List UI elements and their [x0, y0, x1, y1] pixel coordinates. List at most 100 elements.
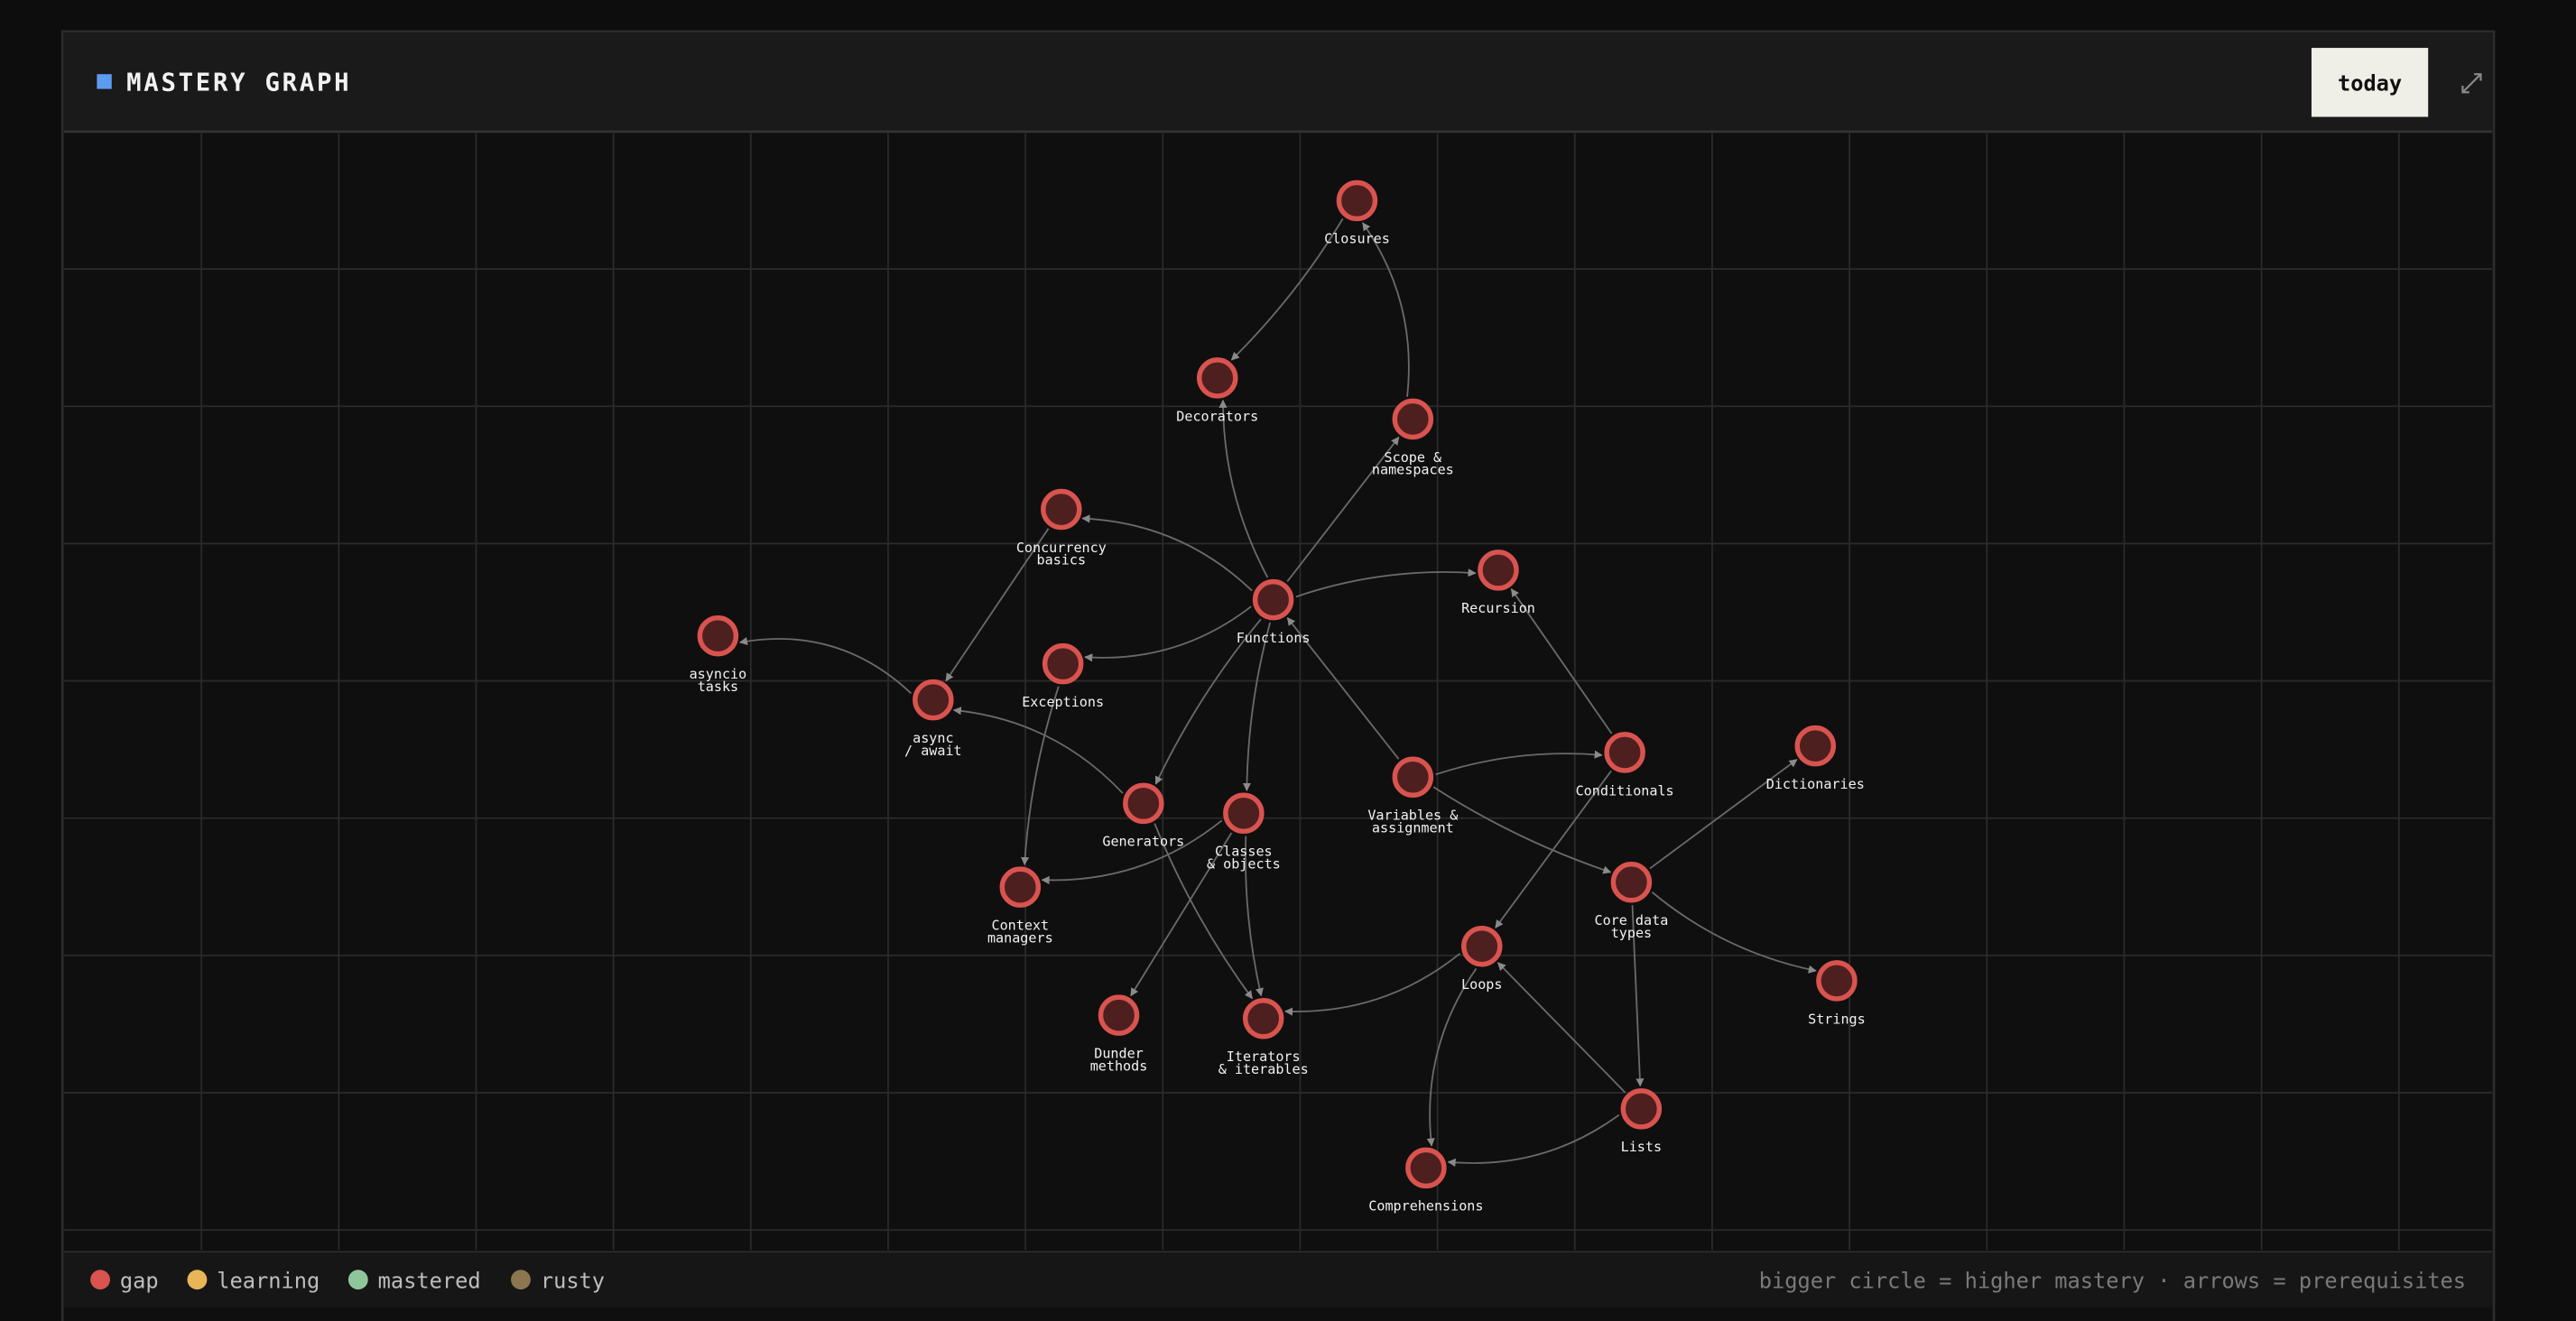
- node-label: & iterables: [1219, 1061, 1309, 1077]
- prerequisite-arrow: [1649, 759, 1798, 870]
- node-circle: [1252, 578, 1294, 621]
- prerequisite-arrow: [1230, 217, 1344, 361]
- node-label: assignment: [1372, 819, 1454, 836]
- prerequisite-arrow: [1432, 786, 1612, 874]
- node-label: Strings: [1808, 1011, 1866, 1027]
- node-circle: [1392, 398, 1434, 440]
- legend: gap learning mastered rusty: [90, 1268, 605, 1293]
- node-label: Conditionals: [1576, 782, 1674, 799]
- prerequisite-arrow: [1435, 750, 1603, 776]
- node-label: Dictionaries: [1766, 776, 1865, 792]
- node-circle: [1610, 861, 1653, 903]
- legend-swatch: [511, 1270, 531, 1290]
- prerequisite-arrow: [738, 637, 913, 695]
- node-label: namespaces: [1372, 462, 1454, 478]
- node-label: Context: [992, 918, 1050, 934]
- legend-swatch: [187, 1270, 208, 1290]
- header-title: MASTERY GRAPH: [126, 69, 351, 97]
- prerequisite-arrow: [1154, 823, 1254, 1000]
- node-label: basics: [1037, 552, 1087, 568]
- node-circle: [1604, 732, 1645, 773]
- node-label: Core data: [1595, 912, 1669, 928]
- today-button-label[interactable]: today: [2338, 70, 2402, 96]
- legend-label: learning: [217, 1268, 320, 1293]
- node-label: Variables &: [1367, 808, 1458, 824]
- edges: [738, 217, 1817, 1167]
- node-circle: [1405, 1147, 1447, 1189]
- expand-icon[interactable]: [2461, 73, 2482, 94]
- node-label: Lists: [1621, 1139, 1662, 1155]
- legend-swatch: [347, 1270, 368, 1290]
- node-label: Functions: [1237, 630, 1311, 646]
- prerequisite-arrow: [1219, 399, 1269, 578]
- title-icon: [97, 74, 112, 89]
- node-circle: [1223, 792, 1265, 835]
- node-label: Scope &: [1385, 449, 1442, 466]
- node-label: Comprehensions: [1368, 1198, 1483, 1215]
- legend-swatch: [90, 1270, 110, 1290]
- prerequisite-arrow: [1447, 1113, 1620, 1167]
- node-label: managers: [987, 929, 1053, 946]
- node-circle: [1042, 642, 1084, 685]
- prerequisite-arrow: [1283, 953, 1461, 1016]
- prerequisite-arrow: [1154, 618, 1262, 785]
- node-circle: [1392, 756, 1434, 798]
- legend-note: bigger circle = higher mastery · arrows …: [1759, 1268, 2466, 1293]
- prerequisite-arrow: [1362, 222, 1410, 397]
- node-label: Closures: [1324, 231, 1390, 247]
- today-button[interactable]: [2311, 48, 2429, 117]
- prerequisite-arrow: [1286, 436, 1400, 583]
- node-label: Loops: [1461, 976, 1502, 993]
- node-circle: [1123, 782, 1164, 825]
- node-circle: [1041, 488, 1082, 531]
- node-label: / await: [904, 743, 962, 759]
- node-label: Iterators: [1227, 1048, 1301, 1065]
- node-circle: [1196, 357, 1238, 399]
- node-label: tasks: [698, 679, 738, 695]
- prerequisite-arrow: [1495, 770, 1612, 928]
- node-label: Exceptions: [1022, 694, 1104, 710]
- prerequisite-arrow: [1245, 836, 1264, 997]
- grid: [63, 133, 2493, 1251]
- node-circle: [999, 866, 1042, 908]
- panel: [60, 30, 2496, 1321]
- node-circle: [1242, 998, 1284, 1039]
- prerequisite-arrow: [1084, 605, 1252, 662]
- header-bar: [63, 32, 2493, 132]
- prerequisite-arrow: [1510, 588, 1613, 734]
- node-circle: [1478, 550, 1519, 591]
- prerequisite-arrow: [1021, 686, 1060, 866]
- node-label: asyncio: [690, 666, 747, 682]
- node-label: Generators: [1102, 834, 1184, 850]
- prerequisite-arrow: [1130, 832, 1233, 997]
- prerequisite-arrow: [1651, 891, 1817, 974]
- node-circle: [697, 614, 739, 657]
- node-circle: [1794, 725, 1837, 767]
- node-circle: [913, 679, 954, 721]
- legend-label: rusty: [541, 1268, 605, 1293]
- node-circle: [1620, 1088, 1663, 1130]
- legend-label: mastered: [378, 1268, 481, 1293]
- prerequisite-arrow: [1041, 819, 1223, 885]
- node-circle: [1461, 925, 1503, 967]
- prerequisite-arrow: [1295, 568, 1477, 598]
- prerequisite-arrow: [945, 528, 1050, 682]
- legend-bar: [63, 1252, 2493, 1308]
- node-label: & objects: [1207, 855, 1281, 872]
- node-label: Classes: [1215, 844, 1273, 860]
- prerequisite-arrow: [1631, 905, 1645, 1087]
- nodes: Closures Decorators Scope &namespaces Concu…: [690, 180, 1866, 1215]
- prerequisite-arrow: [1286, 616, 1400, 760]
- node-label: async: [913, 730, 953, 746]
- prerequisite-arrow: [1081, 514, 1253, 592]
- node-label: Dunder: [1094, 1045, 1144, 1061]
- node-circle: [1816, 960, 1858, 1002]
- node-label: Decorators: [1176, 408, 1258, 424]
- prerequisite-arrow: [952, 707, 1124, 794]
- node-label: types: [1611, 925, 1652, 941]
- legend-label: gap: [120, 1268, 159, 1293]
- node-circle: [1336, 180, 1378, 222]
- prerequisite-arrow: [1426, 967, 1478, 1147]
